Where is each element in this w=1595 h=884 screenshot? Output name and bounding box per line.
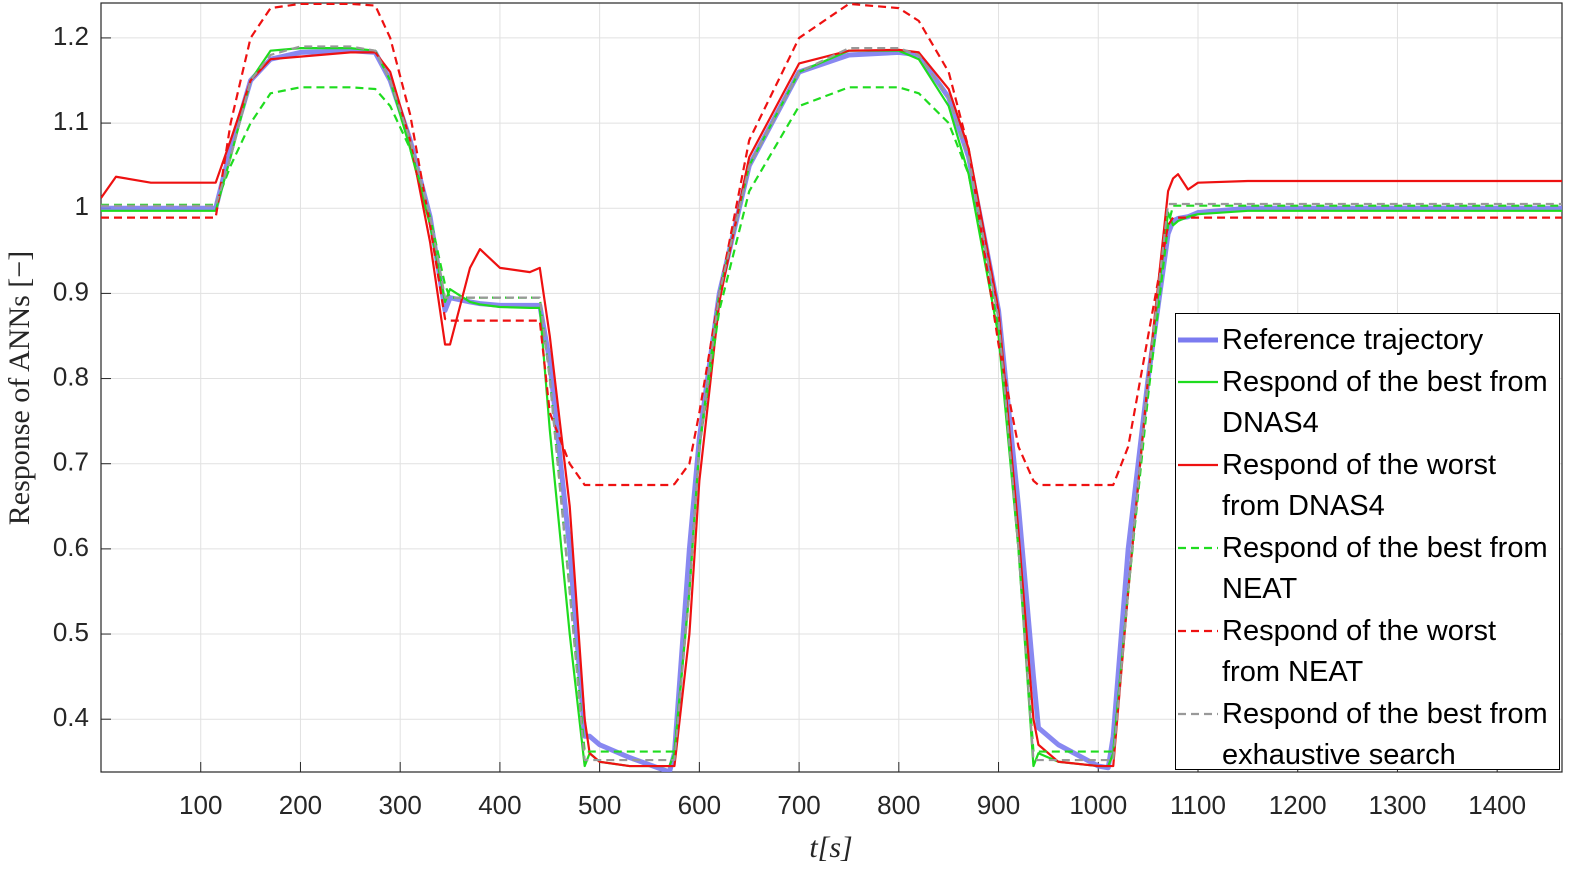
x-tick-label: 700 — [777, 790, 820, 820]
legend-swatch — [1178, 463, 1218, 467]
y-tick-label: 0.4 — [53, 702, 89, 732]
legend-entry: Respond of the worst from NEAT — [1176, 611, 1559, 693]
legend-label: Respond of the best from NEAT — [1222, 532, 1548, 605]
legend-swatch — [1178, 546, 1218, 550]
y-tick-label: 0.7 — [53, 447, 89, 477]
x-tick-label: 500 — [578, 790, 621, 820]
x-tick-label: 1100 — [1170, 790, 1226, 820]
legend-swatch — [1178, 712, 1218, 716]
legend-entry: Respond of the best from NEAT — [1176, 528, 1559, 610]
x-axis-label: t[s] — [809, 831, 852, 864]
x-tick-label: 900 — [977, 790, 1020, 820]
y-tick-label: 0.5 — [53, 617, 89, 647]
legend-label: Reference trajectory — [1222, 324, 1484, 356]
y-tick-label: 1.2 — [53, 21, 89, 51]
x-tick-label: 100 — [179, 790, 222, 820]
y-tick-label: 0.8 — [53, 361, 89, 391]
y-tick-label: 0.9 — [53, 276, 89, 306]
x-tick-label: 600 — [678, 790, 721, 820]
series-line — [101, 45, 1562, 762]
x-tick-label: 800 — [877, 790, 920, 820]
legend-entry: Reference trajectory — [1176, 320, 1559, 361]
legend: Reference trajectory Respond of the best … — [1175, 313, 1560, 771]
legend-label: Respond of the best from exhaustive sear… — [1222, 698, 1548, 771]
x-tick-label: 400 — [478, 790, 521, 820]
y-tick-label: 0.6 — [53, 532, 89, 562]
legend-entry: Respond of the best from DNAS4 — [1176, 362, 1559, 444]
legend-label: Respond of the worst from DNAS4 — [1222, 449, 1497, 522]
x-tick-label: 1300 — [1369, 790, 1427, 820]
series-line — [101, 3, 1562, 487]
x-tick-label: 1000 — [1069, 790, 1127, 820]
legend-label: Respond of the worst from NEAT — [1222, 615, 1497, 688]
series-line — [101, 86, 1562, 753]
x-tick-label: 200 — [279, 790, 322, 820]
x-tick-label: 300 — [378, 790, 421, 820]
x-tick-label: 1200 — [1269, 790, 1327, 820]
legend-swatch — [1178, 629, 1218, 633]
y-axis-label: Response of ANNs [−] — [3, 251, 36, 525]
y-tick-label: 1.1 — [53, 106, 89, 136]
plot-frame — [100, 2, 1563, 773]
x-tick-label: 1400 — [1468, 790, 1526, 820]
y-tick-label: 1 — [75, 191, 89, 221]
legend-swatch — [1178, 380, 1218, 384]
legend-entry: Respond of the best from exhaustive sear… — [1176, 694, 1559, 776]
legend-entry: Respond of the worst from DNAS4 — [1176, 445, 1559, 527]
legend-swatch — [1178, 337, 1218, 343]
legend-label: Respond of the best from DNAS4 — [1222, 366, 1548, 439]
